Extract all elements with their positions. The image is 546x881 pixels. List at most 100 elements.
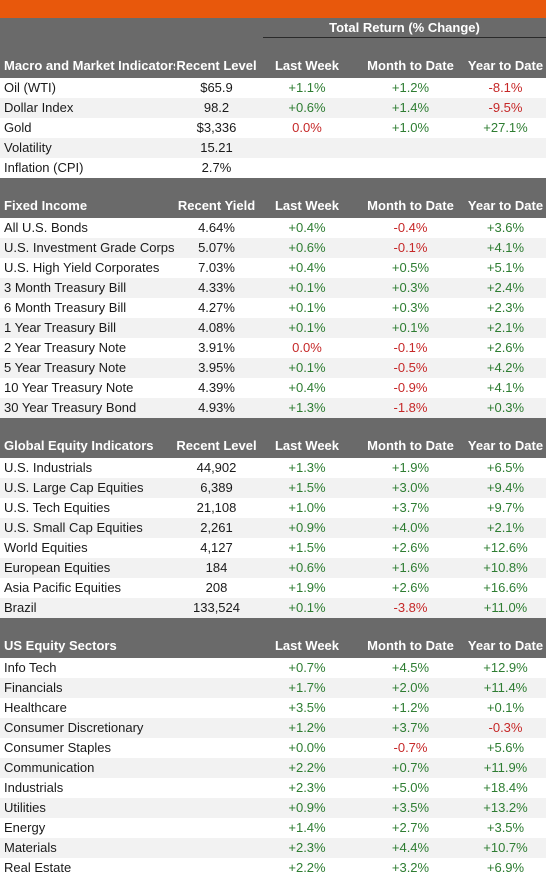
row-last-week: +2.2% bbox=[288, 860, 326, 875]
section-body-equity: U.S. Industrials 44,902 +1.3% +1.9% +6.5% U.S… bbox=[0, 458, 546, 618]
row-name: Financials bbox=[4, 680, 63, 695]
row-level: 4,127 bbox=[200, 540, 233, 555]
row-last-week: +0.1% bbox=[288, 360, 326, 375]
row-last-week: +1.0% bbox=[288, 500, 326, 515]
row-name: 2 Year Treasury Note bbox=[4, 340, 127, 355]
row-last-week: 0.0% bbox=[292, 340, 322, 355]
row-name: Oil (WTI) bbox=[4, 80, 56, 95]
row-month-to-date: +3.5% bbox=[391, 800, 430, 815]
row-year-to-date: +12.6% bbox=[483, 540, 528, 555]
row-month-to-date: +2.6% bbox=[391, 540, 430, 555]
row-month-to-date: +0.7% bbox=[391, 760, 430, 775]
row-year-to-date: +0.1% bbox=[486, 700, 525, 715]
row-year-to-date: +5.6% bbox=[486, 740, 525, 755]
row-last-week: +0.4% bbox=[288, 220, 326, 235]
row-name: Volatility bbox=[4, 140, 52, 155]
row-name: 30 Year Treasury Bond bbox=[4, 400, 137, 415]
table-row: 30 Year Treasury Bond 4.93% +1.3% -1.8% +0.3… bbox=[0, 398, 546, 418]
row-year-to-date: +11.0% bbox=[483, 600, 528, 615]
row-name: Consumer Staples bbox=[4, 740, 111, 755]
row-name: 1 Year Treasury Bill bbox=[4, 320, 117, 335]
section-header-sectors: US Equity Sectors Last Week Month to Date Y… bbox=[0, 618, 546, 658]
table-row: U.S. Tech Equities 21,108 +1.0% +3.7% +9.7% bbox=[0, 498, 546, 518]
row-month-to-date bbox=[356, 138, 465, 158]
table-row: U.S. High Yield Corporates 7.03% +0.4% +0.5… bbox=[0, 258, 546, 278]
row-name: Consumer Discretionary bbox=[4, 720, 144, 735]
row-level bbox=[175, 658, 258, 678]
header-col-0: Last Week bbox=[274, 198, 340, 213]
table-row: World Equities 4,127 +1.5% +2.6% +12.6% bbox=[0, 538, 546, 558]
row-level bbox=[175, 698, 258, 718]
row-name: Brazil bbox=[4, 600, 37, 615]
row-last-week: +1.5% bbox=[288, 540, 326, 555]
row-level: 2,261 bbox=[200, 520, 233, 535]
row-level bbox=[175, 758, 258, 778]
row-level bbox=[175, 838, 258, 858]
row-year-to-date: +5.1% bbox=[486, 260, 525, 275]
row-year-to-date: +2.3% bbox=[486, 300, 525, 315]
section-title: Macro and Market Indicators bbox=[4, 58, 175, 73]
header-col-1: Month to Date bbox=[367, 58, 454, 73]
row-year-to-date: +2.1% bbox=[486, 520, 525, 535]
row-year-to-date: +2.4% bbox=[486, 280, 525, 295]
row-month-to-date: -0.4% bbox=[393, 220, 428, 235]
row-last-week: +2.3% bbox=[288, 780, 326, 795]
row-level: 133,524 bbox=[193, 600, 240, 615]
row-name: Inflation (CPI) bbox=[4, 160, 84, 175]
table-row: Inflation (CPI) 2.7% bbox=[0, 158, 546, 178]
row-level: 2.7% bbox=[201, 160, 232, 175]
row-year-to-date: +10.8% bbox=[483, 560, 528, 575]
row-last-week: +0.4% bbox=[288, 260, 326, 275]
table-row: Materials +2.3% +4.4% +10.7% bbox=[0, 838, 546, 858]
row-name: Industrials bbox=[4, 780, 64, 795]
row-year-to-date bbox=[465, 158, 546, 178]
row-last-week: +0.7% bbox=[288, 660, 326, 675]
table-row: Healthcare +3.5% +1.2% +0.1% bbox=[0, 698, 546, 718]
row-month-to-date: +2.0% bbox=[391, 680, 430, 695]
header-col-1: Month to Date bbox=[367, 638, 454, 653]
row-name: Asia Pacific Equities bbox=[4, 580, 122, 595]
row-name: Healthcare bbox=[4, 700, 67, 715]
section-header-equity: Global Equity Indicators Recent Level Last… bbox=[0, 418, 546, 458]
row-level: 4.33% bbox=[198, 280, 235, 295]
row-last-week: +0.4% bbox=[288, 380, 326, 395]
section-body-fixed: All U.S. Bonds 4.64% +0.4% -0.4% +3.6% U.S. I… bbox=[0, 218, 546, 418]
row-month-to-date: +2.7% bbox=[391, 820, 430, 835]
section-header-macro: Macro and Market Indicators Recent Level L… bbox=[0, 38, 546, 78]
row-level: 4.08% bbox=[198, 320, 235, 335]
row-month-to-date: -3.8% bbox=[393, 600, 428, 615]
row-year-to-date: +0.3% bbox=[486, 400, 525, 415]
row-last-week: +0.1% bbox=[288, 300, 326, 315]
row-last-week: +0.1% bbox=[288, 320, 326, 335]
row-name: European Equities bbox=[4, 560, 111, 575]
row-month-to-date: +2.6% bbox=[391, 580, 430, 595]
row-name: Utilities bbox=[4, 800, 46, 815]
row-name: U.S. Industrials bbox=[4, 460, 93, 475]
row-level: 208 bbox=[205, 580, 228, 595]
row-level: 44,902 bbox=[196, 460, 237, 475]
row-name: Energy bbox=[4, 820, 46, 835]
row-name: 5 Year Treasury Note bbox=[4, 360, 127, 375]
row-name: Info Tech bbox=[4, 660, 57, 675]
table-row: Volatility 15.21 bbox=[0, 138, 546, 158]
row-month-to-date: +1.2% bbox=[391, 80, 430, 95]
row-level bbox=[175, 858, 258, 878]
section-level-label: Recent Level bbox=[176, 438, 257, 453]
table-row: Asia Pacific Equities 208 +1.9% +2.6% +16.6% bbox=[0, 578, 546, 598]
row-month-to-date: +3.0% bbox=[391, 480, 430, 495]
table-row: 5 Year Treasury Note 3.95% +0.1% -0.5% +4.2% bbox=[0, 358, 546, 378]
section-title: US Equity Sectors bbox=[4, 638, 117, 653]
row-name: U.S. Investment Grade Corps bbox=[4, 240, 175, 255]
row-level: $3,336 bbox=[196, 120, 237, 135]
row-level: 5.07% bbox=[198, 240, 235, 255]
row-year-to-date: +6.5% bbox=[486, 460, 525, 475]
row-month-to-date: +0.1% bbox=[391, 320, 430, 335]
row-level bbox=[175, 778, 258, 798]
total-return-header: Total Return (% Change) bbox=[0, 18, 546, 38]
header-col-2: Year to Date bbox=[467, 198, 544, 213]
row-month-to-date: +1.2% bbox=[391, 700, 430, 715]
row-last-week: +0.6% bbox=[288, 100, 326, 115]
row-name: Communication bbox=[4, 760, 95, 775]
row-name: Dollar Index bbox=[4, 100, 74, 115]
row-last-week: +0.9% bbox=[288, 520, 326, 535]
